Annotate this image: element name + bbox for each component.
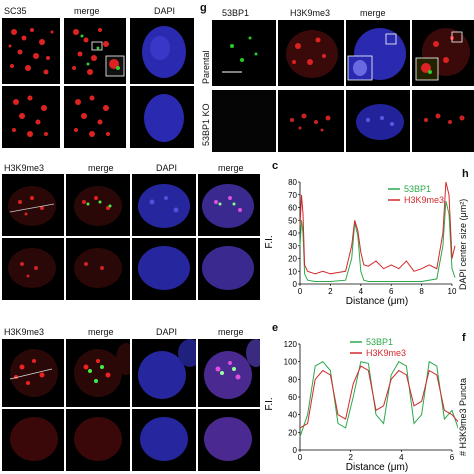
header-dapi: DAPI [154, 6, 176, 16]
chart-e-ytick-label: 100 [284, 358, 298, 367]
chart-c-ytick-label: 0 [293, 280, 298, 289]
micrograph-mid-merge-2 [198, 174, 260, 236]
chart-e-xlabel: Distance (μm) [346, 462, 408, 472]
micrograph-g-merge-blue [346, 20, 410, 86]
micrograph-g-merge-blue-ko [346, 90, 410, 152]
chart-e-ytick-label: 20 [288, 428, 297, 437]
chart-c: F.I. Distance (μm) 0 10 20 30 40 50 60 70 80 0 2 4 6… [264, 178, 457, 307]
micrograph-g-merge-red-ko [412, 90, 474, 152]
legend-e-h3k9me3: H3K9me3 [366, 348, 406, 358]
chart-c-xtick-label: 8 [419, 287, 424, 296]
micrograph-mid-h3k9me3-2 [2, 238, 64, 300]
chart-e-series-53bp1-line [299, 360, 458, 437]
chart-c-xtick-label: 2 [328, 287, 333, 296]
micrograph-sc35-dapi-2 [130, 86, 194, 148]
chart-c-ylabel: F.I. [264, 235, 275, 248]
chart-c-ytick-label: 70 [288, 191, 297, 200]
micrograph-mid-merge-3 [66, 238, 130, 300]
chart-c-xlabel: Distance (μm) [346, 296, 408, 307]
legend-e-53bp1: 53BP1 [366, 337, 393, 347]
header-merge-mid-2: merge [218, 163, 244, 173]
chart-e-xtick-label: 4 [399, 453, 404, 462]
legend-c-h3k9me3: H3K9me3 [404, 195, 444, 205]
micrograph-mid-merge [66, 174, 130, 236]
axis-label-dapi-center-size: DAPI center size (μm²) [458, 198, 468, 290]
chart-e-xtick-label: 2 [348, 453, 353, 462]
chart-e-ytick-label: 40 [288, 411, 297, 420]
micrograph-bottom-merge-2 [198, 339, 260, 407]
chart-e-ytick-label: 0 [293, 446, 298, 455]
header-merge: merge [74, 6, 100, 16]
chart-e-series-h3k9me3-line [299, 365, 458, 429]
panel-letter-h: h [462, 168, 469, 180]
micrograph-bottom-dapi-2 [132, 409, 196, 471]
chart-c-series-53bp1-line [299, 200, 456, 282]
chart-e: F.I. Distance (μm) 0 20 40 60 80 100 120 0 2 4 6 5… [264, 337, 458, 472]
chart-c-xtick-label: 0 [298, 287, 303, 296]
header-sc35: SC35 [4, 6, 27, 16]
micrograph-sc35-dapi [130, 18, 194, 84]
chart-c-xtick-label: 6 [389, 287, 394, 296]
micrograph-g-merge-red [412, 20, 474, 86]
header-merge-bottom-2: merge [218, 327, 244, 337]
chart-e-ytick-label: 80 [288, 375, 297, 384]
chart-e-xtick-label: 0 [298, 453, 303, 462]
chart-e-ylabel: F.I. [264, 397, 275, 410]
header-merge-mid: merge [88, 163, 114, 173]
header-h3k9me3-mid: H3K9me3 [4, 163, 45, 173]
axis-label-h3k9me3-puncta: # H3K9me3 Puncta [458, 377, 468, 456]
micrograph-bottom-dapi [132, 339, 196, 407]
micrograph-mid-dapi-2 [132, 238, 196, 300]
micrograph-g-h3k9me3-ko [278, 90, 344, 152]
row-label-53bp1-ko: 53BP1 KO [201, 103, 211, 146]
micrograph-bottom-h3k9me3-2 [2, 409, 64, 471]
header-dapi-bottom: DAPI [156, 327, 178, 337]
header-h3k9me3-bottom: H3K9me3 [4, 327, 45, 337]
chart-c-ytick-label: 50 [288, 216, 297, 225]
header-53bp1: 53BP1 [222, 8, 250, 18]
chart-c-ytick-label: 10 [288, 267, 297, 276]
row-label-parental: Parental [201, 50, 211, 84]
micrograph-sc35-red [2, 18, 60, 84]
micrograph-bottom-h3k9me3 [2, 339, 64, 407]
chart-c-ytick-label: 40 [288, 229, 297, 238]
chart-c-series-h3k9me3-line [299, 181, 456, 275]
micrograph-sc35-red-svg [8, 28, 54, 75]
micrograph-mid-h3k9me3 [2, 174, 64, 236]
panel-letter-c: c [272, 160, 279, 172]
legend-c-53bp1: 53BP1 [404, 184, 431, 194]
micrograph-mid-dapi [132, 174, 196, 236]
micrograph-bottom-merge-3 [66, 409, 130, 471]
chart-c-ytick-label: 60 [288, 204, 297, 213]
micrograph-bottom-merge-4 [198, 409, 260, 471]
header-h3k9me3: H3K9me3 [290, 8, 331, 18]
micrograph-g-53bp1-parental [212, 20, 276, 86]
chart-c-ytick-label: 80 [288, 178, 297, 187]
header-merge-bottom: merge [88, 327, 114, 337]
panel-letter-g: g [200, 2, 207, 14]
micrograph-sc35-merge-2 [64, 86, 126, 148]
panel-letter-f: f [462, 332, 466, 344]
chart-e-xtick-label: 6 [450, 453, 455, 462]
panel-letter-e: e [272, 322, 279, 334]
micrograph-sc35-red-2 [2, 86, 60, 148]
micrograph-g-53bp1-ko [212, 90, 276, 152]
micrograph-bottom-merge [66, 339, 130, 407]
header-merge-g: merge [360, 8, 386, 18]
micrograph-g-h3k9me3-parental [278, 20, 344, 86]
chart-e-ytick-label: 60 [288, 393, 297, 402]
micrograph-mid-merge-4 [198, 238, 260, 300]
header-dapi-mid: DAPI [156, 163, 178, 173]
chart-e-ytick-label: 120 [284, 340, 298, 349]
chart-c-ytick-label: 20 [288, 255, 297, 264]
micrograph-sc35-merge [64, 18, 126, 84]
chart-c-ytick-label: 30 [288, 242, 297, 251]
chart-c-xtick-label: 10 [448, 287, 457, 296]
chart-c-xtick-label: 4 [359, 287, 364, 296]
